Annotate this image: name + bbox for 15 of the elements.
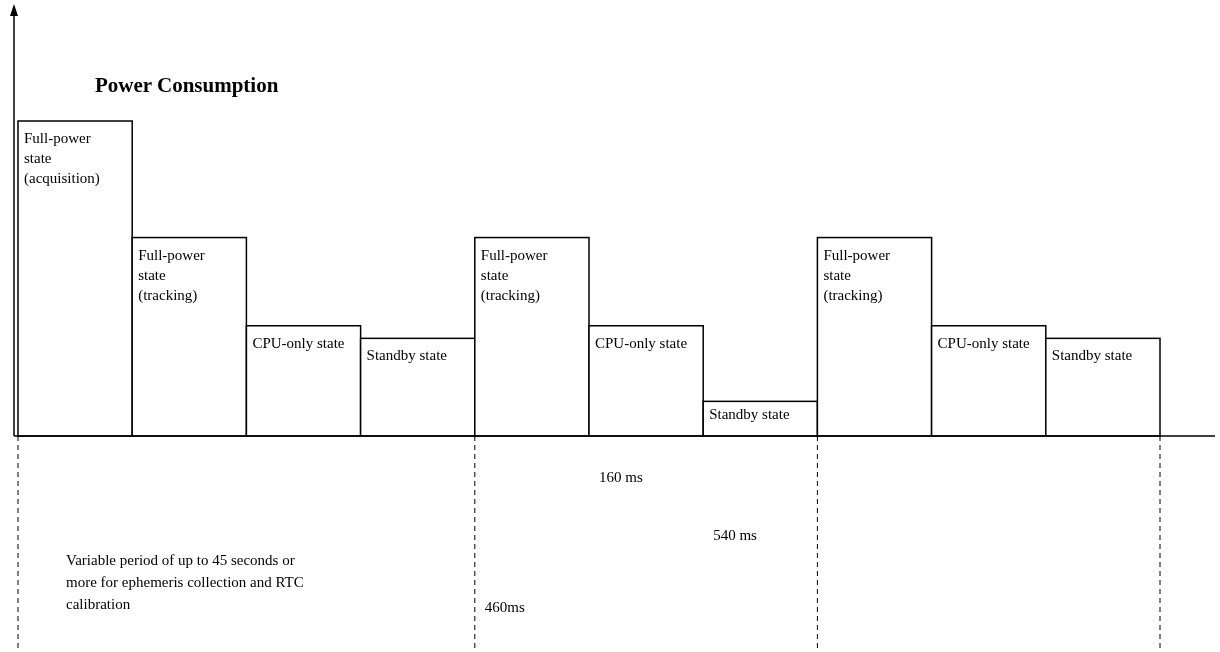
x-tick-label: Standby state xyxy=(709,406,790,423)
x-tick-label: CPU-only state xyxy=(595,334,688,351)
chart-title: Power Consumption xyxy=(95,73,279,97)
text: 160 ms xyxy=(599,469,643,485)
x-tick-label: Full-power state (tracking) xyxy=(480,246,548,304)
text: 460ms xyxy=(484,599,525,615)
text: Variable period of up to 45 seconds or more for ephemeris collection and RTC calibration xyxy=(66,552,304,612)
x-tick-label: CPU-only state xyxy=(937,334,1031,351)
x-tick-label: Full-power state (acquisition) xyxy=(24,130,100,187)
text: 540 ms xyxy=(713,527,758,543)
x-tick-label: Standby state xyxy=(366,347,448,364)
x-tick-label: Full-power state (tracking) xyxy=(823,246,891,304)
x-tick-label: Full-power state (tracking) xyxy=(138,246,205,304)
x-tick-label: CPU-only state xyxy=(252,334,345,351)
x-tick-label: Standby state xyxy=(1051,347,1133,364)
